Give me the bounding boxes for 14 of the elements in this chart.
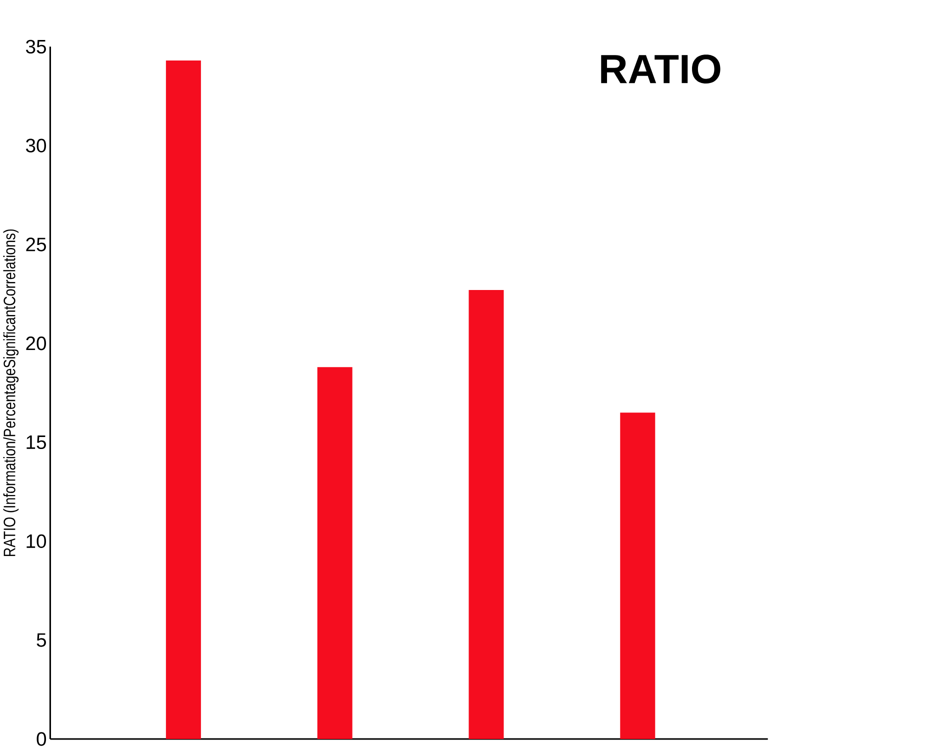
y-tick-label: 0: [36, 732, 46, 746]
bar: [620, 412, 656, 739]
y-axis-title: RATIO (Information/PercentageSignificantCorrelations): [3, 229, 19, 556]
y-tick-label: 5: [36, 633, 46, 647]
y-tick-label: 25: [26, 238, 46, 252]
y-tick-label: 15: [26, 435, 46, 450]
y-tick-label: 30: [26, 138, 46, 152]
chart-title: RATIO: [601, 54, 720, 84]
y-tick-label: 35: [26, 40, 46, 54]
bar: [468, 290, 504, 739]
bar: [317, 367, 352, 739]
bar: [166, 60, 201, 739]
y-tick-label: 20: [26, 336, 46, 350]
y-tick-label: 10: [26, 534, 46, 548]
